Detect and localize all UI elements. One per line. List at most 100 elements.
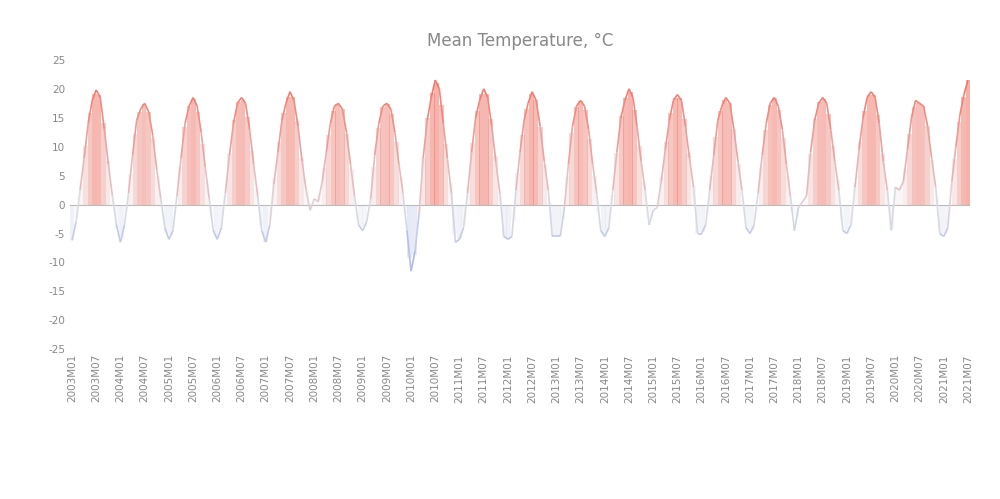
Bar bbox=[403, 205, 408, 214]
Bar bbox=[835, 180, 840, 205]
Bar bbox=[425, 118, 430, 205]
Bar bbox=[164, 205, 169, 233]
Bar bbox=[173, 205, 178, 208]
Bar bbox=[385, 104, 390, 205]
Bar bbox=[695, 205, 700, 234]
Bar bbox=[605, 205, 610, 230]
Bar bbox=[245, 116, 250, 205]
Bar bbox=[867, 95, 871, 205]
Bar bbox=[443, 144, 448, 205]
Bar bbox=[610, 195, 615, 205]
Bar bbox=[574, 107, 579, 205]
Bar bbox=[587, 139, 592, 205]
Bar bbox=[578, 101, 583, 205]
Bar bbox=[308, 205, 313, 209]
Bar bbox=[533, 100, 538, 205]
Bar bbox=[250, 151, 254, 205]
Bar bbox=[813, 119, 817, 205]
Bar bbox=[304, 190, 309, 205]
Bar bbox=[178, 167, 182, 205]
Bar bbox=[434, 83, 439, 205]
Bar bbox=[362, 205, 367, 226]
Bar bbox=[619, 116, 624, 205]
Bar bbox=[628, 92, 633, 205]
Bar bbox=[83, 146, 88, 205]
Bar bbox=[808, 155, 813, 205]
Bar bbox=[682, 119, 687, 205]
Title: Mean Temperature, °C: Mean Temperature, °C bbox=[427, 32, 613, 50]
Bar bbox=[470, 143, 475, 205]
Bar bbox=[376, 128, 381, 205]
Bar bbox=[430, 93, 435, 205]
Bar bbox=[799, 203, 804, 205]
Bar bbox=[736, 164, 741, 205]
Bar bbox=[353, 204, 358, 205]
Bar bbox=[322, 168, 327, 205]
Bar bbox=[151, 138, 155, 205]
Bar bbox=[344, 134, 349, 205]
Bar bbox=[241, 100, 245, 205]
Bar bbox=[286, 97, 290, 205]
Bar bbox=[795, 205, 799, 217]
Bar bbox=[957, 122, 961, 205]
Bar bbox=[101, 123, 106, 205]
Bar bbox=[840, 205, 844, 221]
Bar bbox=[871, 95, 876, 205]
Bar bbox=[299, 158, 304, 205]
Bar bbox=[133, 134, 137, 205]
Bar bbox=[853, 183, 858, 205]
Bar bbox=[128, 174, 133, 205]
Bar bbox=[290, 97, 295, 205]
Bar bbox=[466, 186, 471, 205]
Bar bbox=[673, 98, 678, 205]
Bar bbox=[952, 159, 957, 205]
Bar bbox=[646, 205, 651, 218]
Bar bbox=[903, 169, 907, 205]
Bar bbox=[822, 99, 826, 205]
Bar bbox=[759, 167, 763, 205]
Bar bbox=[686, 153, 691, 205]
Bar bbox=[457, 205, 462, 240]
Bar bbox=[506, 205, 511, 239]
Bar bbox=[281, 113, 286, 205]
Bar bbox=[704, 205, 709, 215]
Bar bbox=[741, 199, 745, 205]
Bar bbox=[200, 144, 205, 205]
Bar bbox=[943, 205, 948, 233]
Bar bbox=[439, 105, 444, 205]
Bar bbox=[340, 109, 345, 205]
Bar bbox=[560, 205, 565, 219]
Bar bbox=[912, 107, 916, 205]
Bar bbox=[894, 188, 898, 205]
Bar bbox=[520, 135, 525, 205]
Bar bbox=[295, 121, 299, 205]
Bar bbox=[691, 186, 696, 205]
Bar bbox=[493, 157, 498, 205]
Bar bbox=[817, 102, 822, 205]
Bar bbox=[484, 94, 489, 205]
Bar bbox=[416, 205, 421, 217]
Bar bbox=[768, 105, 772, 205]
Bar bbox=[218, 205, 223, 230]
Bar bbox=[718, 111, 723, 205]
Bar bbox=[146, 112, 151, 205]
Bar bbox=[763, 130, 768, 205]
Bar bbox=[790, 205, 795, 213]
Bar bbox=[394, 143, 399, 205]
Bar bbox=[119, 205, 124, 238]
Bar bbox=[452, 205, 457, 234]
Bar bbox=[88, 113, 92, 205]
Bar bbox=[831, 146, 835, 205]
Bar bbox=[925, 126, 930, 205]
Bar bbox=[961, 97, 966, 205]
Bar bbox=[538, 127, 543, 205]
Bar bbox=[313, 200, 318, 205]
Bar bbox=[182, 127, 187, 205]
Bar bbox=[461, 205, 466, 226]
Bar bbox=[263, 205, 268, 242]
Bar bbox=[939, 205, 943, 235]
Bar bbox=[921, 106, 925, 205]
Bar bbox=[448, 183, 453, 205]
Bar bbox=[367, 205, 372, 208]
Bar bbox=[862, 111, 867, 205]
